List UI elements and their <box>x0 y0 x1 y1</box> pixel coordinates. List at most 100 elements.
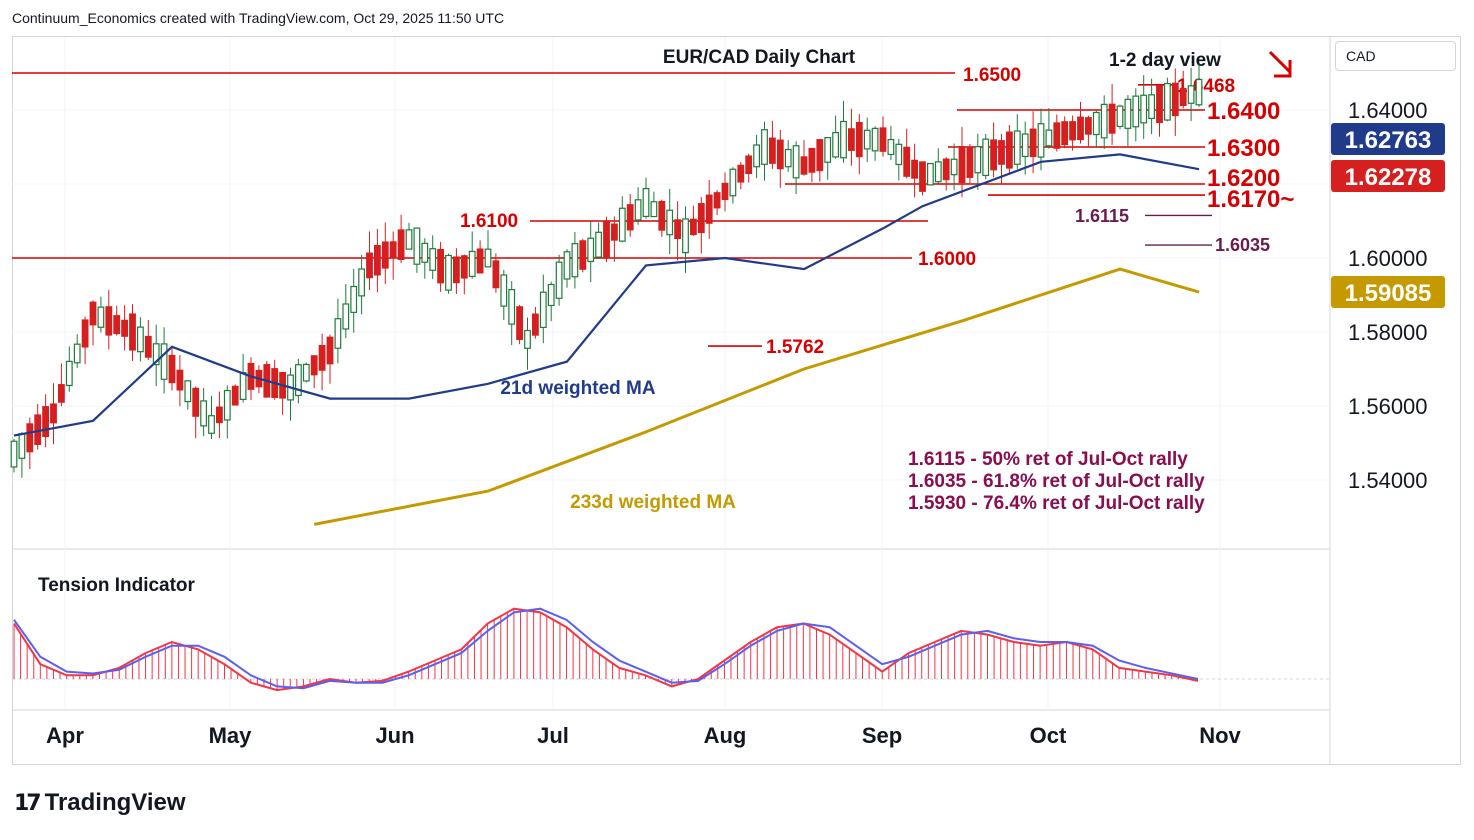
candle-body <box>840 120 847 159</box>
candle-body <box>982 138 990 177</box>
candle-body <box>855 121 863 158</box>
candle-body <box>26 423 34 453</box>
candle-body <box>73 343 81 364</box>
candle-body <box>302 363 310 382</box>
candle-body <box>65 360 73 387</box>
candle-body <box>231 385 239 406</box>
candle-body <box>152 343 160 366</box>
candle-body <box>389 241 397 259</box>
candle-body <box>50 403 57 424</box>
candle-body <box>42 406 49 437</box>
chart-subtitle: 1-2 day view <box>1109 50 1221 71</box>
candle-body <box>768 137 776 164</box>
candle-body <box>453 256 460 284</box>
down-right-arrow-icon <box>1268 50 1292 78</box>
tradingview-logo[interactable]: 17 TradingView <box>14 789 186 817</box>
candle-body <box>310 355 318 376</box>
candle-body <box>97 306 105 328</box>
candle-body <box>342 303 350 330</box>
x-tick-label: Aug <box>704 723 747 748</box>
wma21-line <box>13 153 1200 437</box>
chart-frame <box>12 36 1461 765</box>
candle-body <box>460 255 468 279</box>
candle-body <box>208 415 215 434</box>
candle-body <box>184 380 192 403</box>
candle-body <box>761 129 768 165</box>
candle-body <box>666 209 674 236</box>
x-tick-label: May <box>209 723 253 748</box>
chart-attribution: Continuum_Economics created with Trading… <box>12 10 505 26</box>
candle-body <box>484 248 492 268</box>
candle-body <box>1029 128 1037 158</box>
candle-body <box>516 306 523 341</box>
candle-body <box>587 237 595 263</box>
wma21-label: 21d weighted MA <box>500 378 655 399</box>
candle-body <box>216 406 223 424</box>
candle-body <box>547 283 555 307</box>
candle-body <box>1005 131 1013 169</box>
candle-body <box>539 291 547 329</box>
x-tick-label: Jun <box>375 723 414 748</box>
candle-body <box>729 168 737 197</box>
candle-body <box>295 364 302 397</box>
price-badge-label: 1.62278 <box>1345 164 1432 191</box>
candle-body <box>871 127 879 152</box>
candle-body <box>129 313 136 351</box>
y-tick-label: 1.56000 <box>1348 394 1428 419</box>
y-tick-label: 1.54000 <box>1348 468 1428 493</box>
candle-body <box>397 229 405 260</box>
candle-body <box>974 146 982 174</box>
candle-body <box>105 306 113 336</box>
candle-body <box>89 301 97 326</box>
x-tick-label: Oct <box>1030 723 1067 748</box>
candle-body <box>863 129 871 150</box>
candle-body <box>413 227 421 265</box>
candle-body <box>334 318 342 349</box>
x-tick-label: Jul <box>537 723 569 748</box>
candle-body <box>990 139 997 171</box>
tension-histogram <box>13 608 1192 691</box>
candle-body <box>374 244 381 276</box>
candle-body <box>887 138 895 156</box>
candle-body <box>500 274 508 307</box>
candle-body <box>1037 123 1045 158</box>
tension-indicator-title: Tension Indicator <box>38 575 196 596</box>
level-label-16500: 1.6500 <box>963 65 1021 86</box>
candle-body <box>784 148 792 168</box>
level-label-16170: 1.6170~ <box>1207 186 1294 213</box>
candle-body <box>1021 133 1029 158</box>
candle-body <box>1195 78 1203 106</box>
y-tick-label: 1.60000 <box>1348 246 1428 271</box>
price-badge-label: 1.59085 <box>1345 280 1432 307</box>
candle-body <box>350 285 358 313</box>
candle-body <box>998 140 1005 165</box>
candle-body <box>911 159 918 179</box>
candle-body <box>832 132 839 158</box>
candle-body <box>1077 116 1084 141</box>
candle-body <box>1132 95 1140 128</box>
price-badge <box>1331 123 1445 155</box>
candle-body <box>524 329 531 349</box>
candle-body <box>579 240 587 270</box>
candle-body <box>57 384 65 403</box>
price-badge <box>1331 276 1445 308</box>
level-label-16300: 1.6300 <box>1207 135 1280 162</box>
candle-body <box>879 127 887 152</box>
candle-body <box>942 158 950 181</box>
candle-body <box>610 223 618 241</box>
tension-blue-line <box>13 607 1199 690</box>
candle-body <box>113 315 121 335</box>
candle-body <box>713 192 721 209</box>
candle-body <box>318 345 326 371</box>
currency-selector[interactable]: CAD <box>1335 41 1456 71</box>
tradingview-wordmark: TradingView <box>44 789 186 816</box>
fib-annotation: 1.6035 - 61.8% ret of Jul-Oct rally <box>908 471 1205 492</box>
candle-body <box>618 207 626 242</box>
candle-body <box>800 156 808 175</box>
candle-body <box>571 243 579 278</box>
level-label-16115: 1.6115 <box>1075 206 1129 226</box>
candle-body <box>1140 94 1148 124</box>
candle-body <box>958 145 966 184</box>
candle-body <box>437 248 444 284</box>
